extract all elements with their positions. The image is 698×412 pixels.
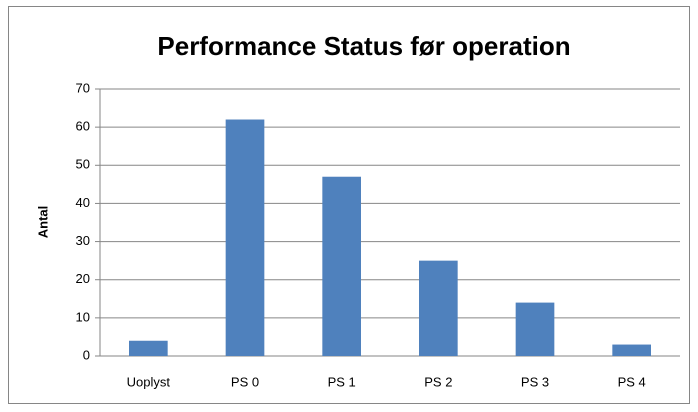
bar xyxy=(225,119,265,356)
y-tick-label: 0 xyxy=(83,347,90,362)
y-axis-label: Antal xyxy=(35,206,50,239)
y-tick-label: 40 xyxy=(76,195,90,210)
x-tick-label: PS 2 xyxy=(424,374,452,389)
bar xyxy=(129,340,168,356)
y-tick-label: 10 xyxy=(76,309,90,324)
y-tick-label: 70 xyxy=(76,80,90,95)
chart-title: Performance Status før operation xyxy=(157,31,570,61)
x-tick-label: PS 1 xyxy=(328,374,356,389)
x-tick-label: Uoplyst xyxy=(127,374,171,389)
y-tick-label: 30 xyxy=(76,233,90,248)
bar xyxy=(419,260,458,356)
x-tick-label: PS 4 xyxy=(618,374,646,389)
bar xyxy=(612,344,651,356)
y-tick-label: 60 xyxy=(76,119,90,134)
bar xyxy=(515,302,555,356)
bar xyxy=(322,176,361,356)
x-tick-label: PS 3 xyxy=(521,374,549,389)
y-tick-label: 20 xyxy=(76,271,90,286)
x-tick-label: PS 0 xyxy=(231,374,259,389)
y-tick-label: 50 xyxy=(76,157,90,172)
